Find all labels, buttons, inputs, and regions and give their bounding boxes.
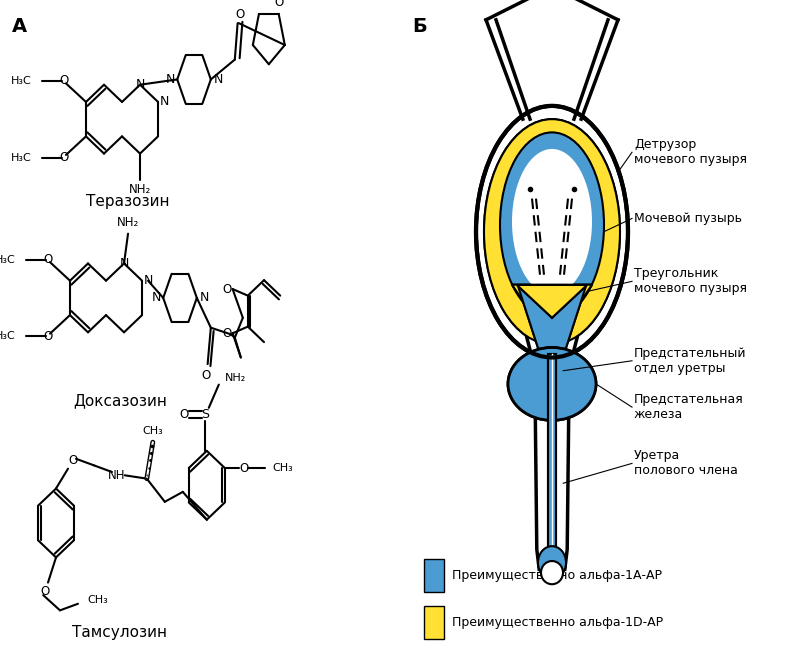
Text: NH: NH — [108, 469, 126, 482]
Text: А: А — [12, 17, 27, 36]
Polygon shape — [512, 285, 592, 344]
Ellipse shape — [538, 546, 566, 579]
Text: O: O — [40, 585, 50, 598]
Text: S: S — [201, 408, 209, 421]
Text: N: N — [199, 291, 209, 305]
Text: H₃C: H₃C — [11, 75, 32, 86]
Text: O: O — [222, 283, 231, 295]
Text: O: O — [239, 461, 248, 475]
Text: Тамсулозин: Тамсулозин — [73, 625, 167, 639]
Text: O: O — [274, 0, 283, 9]
Text: N: N — [151, 291, 161, 305]
Text: H₃C: H₃C — [0, 254, 16, 265]
Polygon shape — [508, 265, 596, 569]
Text: O: O — [59, 151, 69, 164]
Polygon shape — [518, 286, 586, 354]
Text: H₃C: H₃C — [0, 331, 16, 342]
Text: N: N — [119, 257, 129, 270]
Ellipse shape — [508, 348, 596, 420]
Text: O: O — [59, 74, 69, 87]
Text: Доксазозин: Доксазозин — [73, 393, 167, 408]
Polygon shape — [518, 286, 586, 318]
Text: NH₂: NH₂ — [129, 183, 151, 197]
Text: NH₂: NH₂ — [117, 216, 139, 229]
Ellipse shape — [508, 348, 596, 420]
Text: Предстательная
железа: Предстательная железа — [634, 393, 744, 421]
Text: Треугольник
мочевого пузыря: Треугольник мочевого пузыря — [634, 267, 747, 295]
Text: O: O — [179, 408, 189, 421]
Polygon shape — [512, 285, 592, 344]
Polygon shape — [547, 354, 557, 549]
Text: N: N — [159, 95, 169, 109]
Bar — [424, 606, 444, 639]
Text: O: O — [222, 327, 231, 340]
Text: N: N — [135, 78, 145, 91]
Text: N: N — [166, 73, 174, 86]
Text: H₃C: H₃C — [11, 152, 32, 163]
Ellipse shape — [484, 119, 620, 344]
Text: Уретра
полового члена: Уретра полового члена — [634, 449, 738, 477]
Polygon shape — [547, 354, 557, 549]
Ellipse shape — [484, 119, 620, 344]
Text: O: O — [202, 369, 210, 382]
Ellipse shape — [500, 132, 604, 318]
Text: O: O — [235, 8, 245, 21]
Text: Предстательный
отдел уретры: Предстательный отдел уретры — [634, 347, 746, 375]
Text: O: O — [43, 330, 53, 343]
Text: Теразозин: Теразозин — [86, 195, 170, 209]
Ellipse shape — [476, 106, 628, 357]
Polygon shape — [518, 286, 586, 318]
Text: CH₃: CH₃ — [142, 426, 163, 436]
Text: Преимущественно альфа-1А-АР: Преимущественно альфа-1А-АР — [452, 569, 662, 583]
Bar — [424, 559, 444, 592]
Text: O: O — [43, 253, 53, 266]
Text: NH₂: NH₂ — [225, 373, 246, 383]
Text: Преимущественно альфа-1D-АР: Преимущественно альфа-1D-АР — [452, 616, 663, 629]
Text: Мочевой пузырь: Мочевой пузырь — [634, 212, 742, 225]
Text: O: O — [68, 454, 78, 467]
Ellipse shape — [512, 149, 592, 295]
Text: CH₃: CH₃ — [273, 463, 294, 473]
Ellipse shape — [541, 561, 563, 585]
Ellipse shape — [500, 132, 604, 318]
Text: CH₃: CH₃ — [87, 595, 108, 606]
Text: N: N — [143, 274, 153, 287]
Polygon shape — [518, 286, 586, 354]
Text: N: N — [214, 73, 222, 86]
Text: Б: Б — [412, 17, 426, 36]
Ellipse shape — [512, 149, 592, 295]
Text: Детрузор
мочевого пузыря: Детрузор мочевого пузыря — [634, 138, 747, 166]
